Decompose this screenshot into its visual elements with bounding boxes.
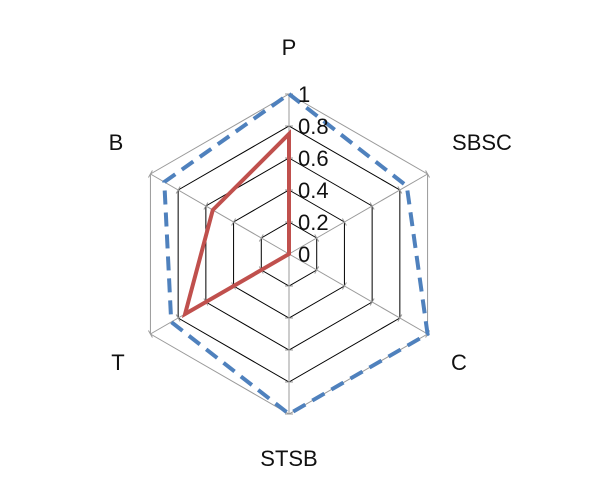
- tick-label-layer: 0 0.2 0.4 0.6 0.8 1: [298, 82, 329, 267]
- tick-label-0-6: 0.6: [298, 146, 329, 171]
- axis-tick-mark: [369, 202, 375, 210]
- axis-tick-mark: [148, 170, 153, 178]
- axis-tick-mark: [425, 170, 430, 178]
- axis-spoke-c: [288, 253, 428, 335]
- tick-label-0-4: 0.4: [298, 178, 329, 203]
- category-label-stsb: STSB: [260, 446, 317, 471]
- axis-tick-mark: [369, 298, 375, 306]
- axis-tick-mark: [148, 330, 153, 338]
- category-label-sbsc: SBSC: [452, 130, 512, 155]
- category-label-c: C: [451, 350, 467, 375]
- axis-tick-mark: [203, 202, 209, 210]
- axis-tick-mark: [175, 186, 181, 194]
- axis-tick-mark: [258, 234, 264, 242]
- axis-tick-mark: [231, 218, 237, 226]
- category-label-layer: P SBSC C STSB T B: [109, 35, 512, 471]
- axis-tick-mark: [397, 186, 403, 194]
- category-label-t: T: [111, 350, 124, 375]
- axis-tick-mark: [314, 266, 320, 274]
- tick-label-0-8: 0.8: [298, 114, 329, 139]
- tick-label-0-2: 0.2: [298, 210, 329, 235]
- axis-tick-mark: [341, 282, 347, 290]
- axis-spoke-b: [150, 173, 290, 255]
- axis-tick-mark: [341, 218, 347, 226]
- axis-tick-mark: [175, 314, 181, 322]
- tick-label-1: 1: [298, 82, 310, 107]
- tick-label-0: 0: [298, 242, 310, 267]
- series-layer: [162, 91, 430, 417]
- axis-spoke-sbsc: [288, 173, 428, 255]
- axis-tick-mark: [314, 234, 320, 242]
- axis-tick-mark: [397, 314, 403, 322]
- category-label-p: P: [282, 35, 297, 60]
- series-1-line: [162, 91, 430, 417]
- category-label-b: B: [109, 130, 124, 155]
